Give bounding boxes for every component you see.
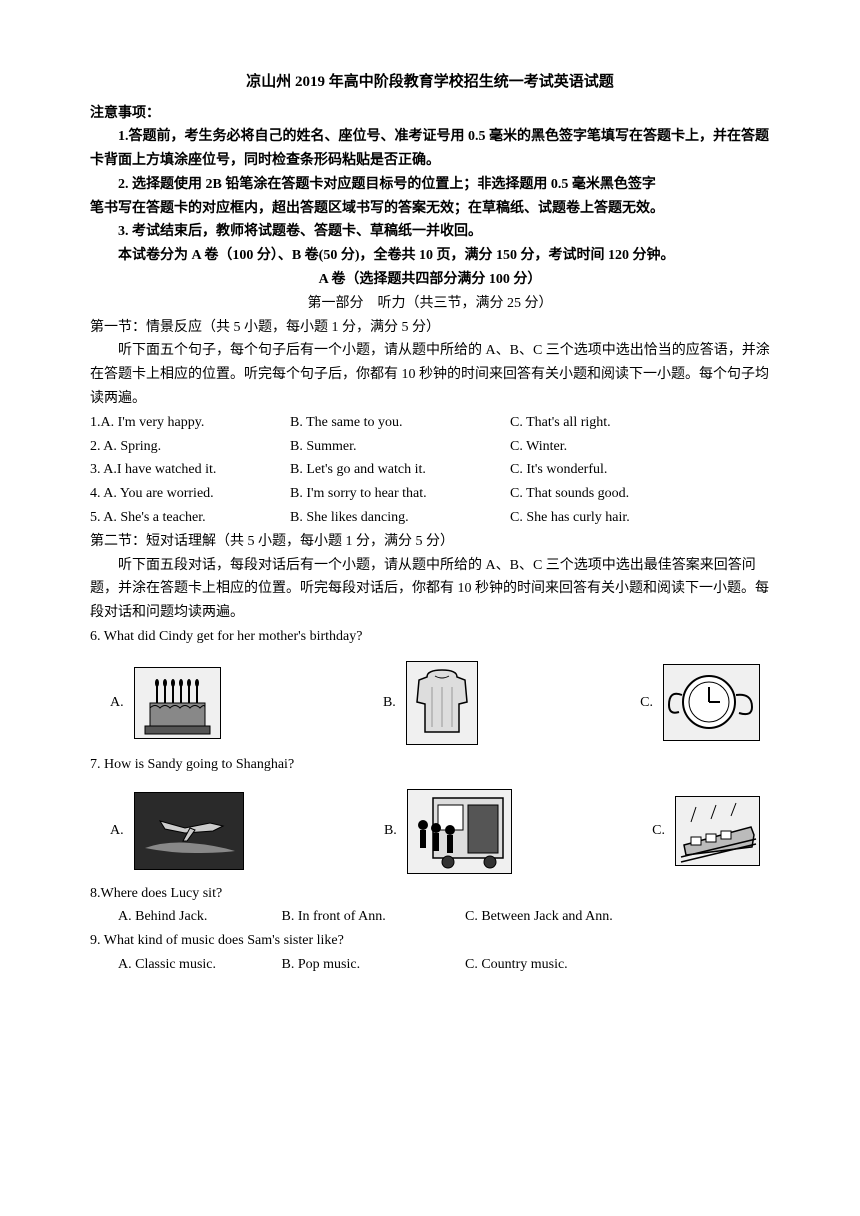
q2-opt-a: 2. A. Spring. <box>90 435 290 459</box>
q7-label-b: B. <box>384 819 397 843</box>
q1-opt-c: C. That's all right. <box>510 411 710 435</box>
q7-opt-a: A. <box>110 792 244 870</box>
q7-label-a: A. <box>110 819 124 843</box>
q5-opt-c: C. She has curly hair. <box>510 506 710 530</box>
airplane-icon <box>134 792 244 870</box>
notice-3: 3. 考试结束后，教师将试题卷、答题卡、草稿纸一并收回。 <box>90 220 770 244</box>
sec2-instructions: 听下面五段对话，每段对话后有一个小题，请从题中所给的 A、B、C 三个选项中选出… <box>90 554 770 625</box>
q9-opt-c: C. Country music. <box>465 953 685 977</box>
q8-options: A. Behind Jack. B. In front of Ann. C. B… <box>118 905 770 929</box>
notice-1: 1.答题前，考生务必将自己的姓名、座位号、准考证号用 0.5 毫米的黑色签字笔填… <box>90 125 770 173</box>
cake-icon <box>134 667 221 739</box>
sec1-instructions: 听下面五个句子，每个句子后有一个小题，请从题中所给的 A、B、C 三个选项中选出… <box>90 339 770 410</box>
part1-heading: 第一部分 听力（共三节，满分 25 分） <box>90 292 770 316</box>
q4-opt-a: 4. A. You are worried. <box>90 482 290 506</box>
q5-row: 5. A. She's a teacher. B. She likes danc… <box>90 506 770 530</box>
notice-2-p1: 2. 选择题使用 2B 铅笔涂在答题卡对应题目标号的位置上；非选择题用 0.5 … <box>90 173 770 197</box>
q6-label-a: A. <box>110 691 124 715</box>
q3-opt-b: B. Let's go and watch it. <box>290 458 510 482</box>
q6-text: 6. What did Cindy get for her mother's b… <box>90 625 770 649</box>
watch-icon <box>663 664 760 741</box>
q4-opt-c: C. That sounds good. <box>510 482 710 506</box>
notice-heading: 注意事项： <box>90 102 770 126</box>
q1-opt-b: B. The same to you. <box>290 411 510 435</box>
q2-row: 2. A. Spring. B. Summer. C. Winter. <box>90 435 770 459</box>
q4-opt-b: B. I'm sorry to hear that. <box>290 482 510 506</box>
q8-text: 8.Where does Lucy sit? <box>90 882 770 906</box>
q8-opt-c: C. Between Jack and Ann. <box>465 905 685 929</box>
q5-opt-a: 5. A. She's a teacher. <box>90 506 290 530</box>
q9-opt-b: B. Pop music. <box>282 953 462 977</box>
notice-4: 本试卷分为 A 卷（100 分）、B 卷(50 分)，全卷共 10 页，满分 1… <box>90 244 770 268</box>
q5-opt-b: B. She likes dancing. <box>290 506 510 530</box>
q7-label-c: C. <box>652 819 665 843</box>
q6-label-b: B. <box>383 691 396 715</box>
q6-opt-c: C. <box>640 664 760 741</box>
q9-opt-a: A. Classic music. <box>118 953 278 977</box>
q3-opt-c: C. It's wonderful. <box>510 458 710 482</box>
sweater-icon <box>406 661 478 745</box>
q1-row: 1.A. I'm very happy. B. The same to you.… <box>90 411 770 435</box>
q6-label-c: C. <box>640 691 653 715</box>
q6-images: A. B. <box>90 661 770 745</box>
q9-text: 9. What kind of music does Sam's sister … <box>90 929 770 953</box>
bus-icon <box>407 789 512 874</box>
q4-row: 4. A. You are worried. B. I'm sorry to h… <box>90 482 770 506</box>
q8-opt-a: A. Behind Jack. <box>118 905 278 929</box>
sec2-heading: 第二节：短对话理解（共 5 小题，每小题 1 分，满分 5 分） <box>90 530 770 554</box>
train-icon <box>675 796 760 866</box>
q2-opt-c: C. Winter. <box>510 435 710 459</box>
q7-opt-b: B. <box>384 789 512 874</box>
q9-options: A. Classic music. B. Pop music. C. Count… <box>118 953 770 977</box>
sec1-heading: 第一节：情景反应（共 5 小题，每小题 1 分，满分 5 分） <box>90 316 770 340</box>
q6-opt-b: B. <box>383 661 478 745</box>
q8-opt-b: B. In front of Ann. <box>282 905 462 929</box>
q6-opt-a: A. <box>110 667 221 739</box>
q1-opt-a: 1.A. I'm very happy. <box>90 411 290 435</box>
q3-opt-a: 3. A.I have watched it. <box>90 458 290 482</box>
exam-title: 凉山州 2019 年高中阶段教育学校招生统一考试英语试题 <box>90 70 770 96</box>
q7-text: 7. How is Sandy going to Shanghai? <box>90 753 770 777</box>
q7-opt-c: C. <box>652 796 760 866</box>
q7-images: A. B. <box>90 789 770 874</box>
notice-2-p2: 笔书写在答题卡的对应框内，超出答题区域书写的答案无效；在草稿纸、试题卷上答题无效… <box>90 197 770 221</box>
section-a-heading: A 卷（选择题共四部分满分 100 分） <box>90 268 770 292</box>
q3-row: 3. A.I have watched it. B. Let's go and … <box>90 458 770 482</box>
q2-opt-b: B. Summer. <box>290 435 510 459</box>
